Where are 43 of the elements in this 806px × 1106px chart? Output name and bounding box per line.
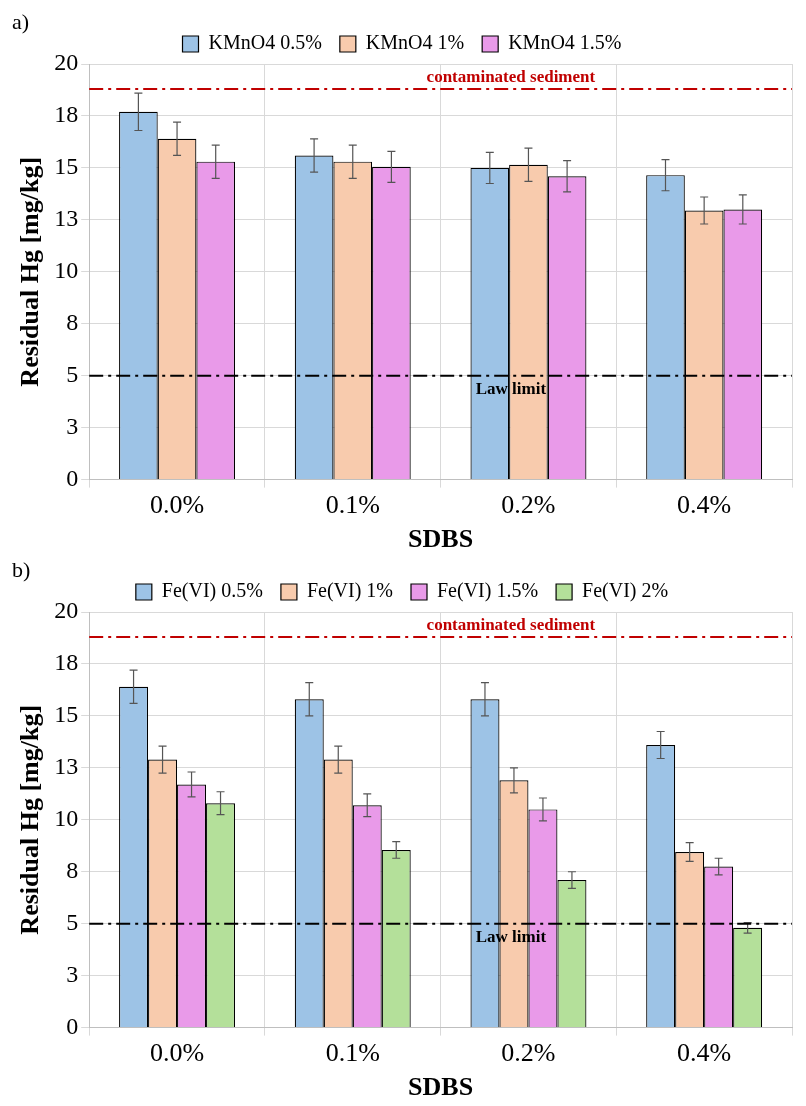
y-tick-label: 20 [54,597,79,624]
ref-line-label: Law limit [475,378,547,398]
y-tick-label: 8 [66,309,79,336]
legend-label: Fe(VI) 1% [306,579,394,603]
y-tick-label: 0 [66,464,79,491]
y-tick-label: 10 [54,257,79,284]
y-tick-label: 0 [66,1012,79,1039]
y-tick-label: 10 [54,805,79,832]
legend-label: Fe(VI) 2% [582,579,669,603]
text: a) [12,8,30,34]
legend-label: KMnO4 1% [365,31,465,54]
text: b) [12,556,31,582]
x-axis-title: SDBS [408,524,474,554]
x-tick-label: 0.0% [149,1038,205,1068]
x-tick-label: 0.2% [501,1038,556,1068]
y-tick-label: 8 [66,857,79,884]
y-tick-label: 15 [54,153,79,180]
ref-line-label: Law limit [475,926,547,946]
ref-line-label: contaminated sediment [426,614,596,634]
legend-label: Fe(VI) 0.5% [161,579,263,603]
y-axis-title: Residual Hg [mg/kg] [15,704,45,935]
legend-label: KMnO4 1.5% [508,31,622,54]
ref-line-label: contaminated sediment [426,66,596,86]
y-tick-label: 13 [54,205,79,232]
x-axis-title: SDBS [408,1072,474,1102]
legend-label: Fe(VI) 1.5% [437,579,539,603]
legend-label: KMnO4 0.5% [208,31,322,54]
x-tick-label: 0.1% [325,490,380,520]
y-tick-label: 5 [66,361,79,387]
y-tick-label: 3 [66,960,79,987]
x-tick-label: 0.0% [149,490,205,520]
y-tick-label: 18 [54,649,79,676]
x-tick-label: 0.2% [501,490,556,520]
x-tick-label: 0.4% [677,1038,732,1068]
x-tick-label: 0.4% [677,490,732,520]
y-tick-label: 18 [54,101,79,128]
y-tick-label: 13 [54,753,79,780]
y-tick-label: 5 [66,909,79,935]
x-tick-label: 0.1% [325,1038,380,1068]
y-tick-label: 15 [54,701,79,728]
y-tick-label: 20 [54,49,79,76]
y-axis-title: Residual Hg [mg/kg] [15,156,45,387]
y-tick-label: 3 [66,412,79,439]
